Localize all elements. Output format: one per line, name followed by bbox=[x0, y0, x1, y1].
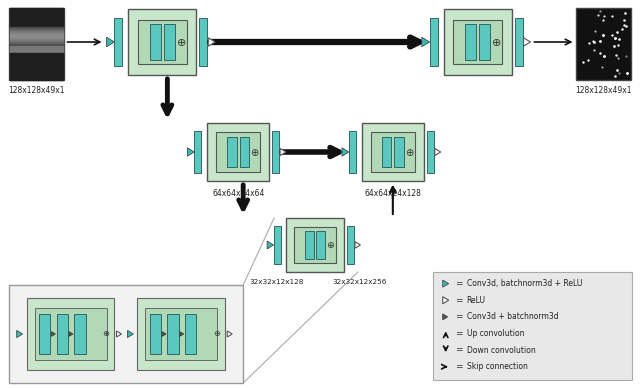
Polygon shape bbox=[51, 332, 56, 336]
Text: =: = bbox=[455, 362, 463, 371]
Bar bbox=[515, 18, 522, 66]
Polygon shape bbox=[106, 37, 115, 47]
Bar bbox=[305, 231, 314, 259]
Polygon shape bbox=[524, 38, 531, 46]
Polygon shape bbox=[116, 331, 122, 337]
Bar bbox=[371, 132, 415, 172]
Text: $\oplus$: $\oplus$ bbox=[102, 329, 110, 338]
Polygon shape bbox=[180, 332, 184, 336]
Bar bbox=[216, 132, 260, 172]
Bar bbox=[381, 137, 392, 167]
Bar bbox=[577, 8, 631, 80]
Polygon shape bbox=[17, 331, 22, 338]
Bar bbox=[444, 9, 511, 75]
Polygon shape bbox=[188, 148, 195, 156]
Bar bbox=[294, 227, 336, 263]
Bar bbox=[274, 226, 281, 264]
Polygon shape bbox=[443, 297, 449, 304]
Bar bbox=[150, 314, 161, 354]
Text: ReLU: ReLU bbox=[467, 296, 486, 305]
Text: =: = bbox=[455, 279, 463, 288]
Bar bbox=[9, 285, 243, 383]
Text: 128x128x49x1: 128x128x49x1 bbox=[575, 86, 632, 95]
Polygon shape bbox=[162, 332, 166, 336]
Text: Down convolution: Down convolution bbox=[467, 346, 536, 355]
Bar bbox=[227, 137, 237, 167]
Bar bbox=[27, 298, 115, 370]
Bar bbox=[427, 131, 434, 173]
Text: Up convolution: Up convolution bbox=[467, 329, 524, 338]
Bar bbox=[453, 19, 502, 64]
Polygon shape bbox=[443, 314, 448, 320]
Bar bbox=[239, 137, 250, 167]
Text: =: = bbox=[455, 329, 463, 338]
Bar bbox=[39, 314, 51, 354]
Polygon shape bbox=[435, 148, 441, 156]
Text: Conv3d + batchnorm3d: Conv3d + batchnorm3d bbox=[467, 312, 558, 321]
Polygon shape bbox=[422, 37, 429, 47]
Bar bbox=[479, 24, 490, 59]
Polygon shape bbox=[280, 148, 286, 156]
Bar bbox=[286, 218, 344, 272]
Text: 64x64x24x64: 64x64x24x64 bbox=[212, 189, 264, 198]
Text: $\oplus$: $\oplus$ bbox=[175, 36, 186, 47]
Bar bbox=[465, 24, 476, 59]
Bar bbox=[433, 272, 632, 380]
Polygon shape bbox=[127, 331, 133, 338]
Text: =: = bbox=[455, 312, 463, 321]
Bar bbox=[164, 24, 175, 59]
Bar bbox=[129, 9, 196, 75]
Text: 64x64x24x128: 64x64x24x128 bbox=[364, 189, 421, 198]
Text: $\oplus$: $\oplus$ bbox=[491, 36, 501, 47]
Bar bbox=[347, 226, 354, 264]
Text: $\oplus$: $\oplus$ bbox=[250, 147, 260, 158]
Text: Skip connection: Skip connection bbox=[467, 362, 527, 371]
Polygon shape bbox=[342, 148, 349, 156]
Text: Conv3d, batchnorm3d + ReLU: Conv3d, batchnorm3d + ReLU bbox=[467, 279, 582, 288]
Bar bbox=[429, 18, 438, 66]
Bar bbox=[349, 131, 356, 173]
Bar bbox=[145, 308, 218, 360]
Text: =: = bbox=[455, 346, 463, 355]
Bar bbox=[394, 137, 404, 167]
Bar bbox=[272, 131, 279, 173]
Bar bbox=[362, 123, 424, 181]
Polygon shape bbox=[227, 331, 232, 337]
Bar bbox=[138, 19, 187, 64]
Polygon shape bbox=[208, 38, 215, 46]
Polygon shape bbox=[355, 242, 360, 248]
Bar bbox=[185, 314, 196, 354]
Bar bbox=[199, 18, 207, 66]
Bar bbox=[195, 131, 201, 173]
Bar bbox=[138, 298, 225, 370]
Text: 32x32x12x256: 32x32x12x256 bbox=[333, 279, 387, 285]
Polygon shape bbox=[267, 241, 274, 249]
Bar bbox=[35, 308, 107, 360]
Polygon shape bbox=[69, 332, 73, 336]
Text: $\oplus$: $\oplus$ bbox=[326, 240, 335, 250]
Bar bbox=[316, 231, 325, 259]
Polygon shape bbox=[443, 280, 449, 287]
Bar bbox=[115, 18, 122, 66]
Bar bbox=[150, 24, 161, 59]
Text: 128x128x49x1: 128x128x49x1 bbox=[8, 86, 65, 95]
Text: $\oplus$: $\oplus$ bbox=[212, 329, 221, 338]
Text: 32x32x12x128: 32x32x12x128 bbox=[249, 279, 303, 285]
Bar bbox=[56, 314, 68, 354]
Bar bbox=[167, 314, 179, 354]
Text: $\oplus$: $\oplus$ bbox=[404, 147, 414, 158]
Bar bbox=[207, 123, 269, 181]
Bar bbox=[74, 314, 86, 354]
Text: =: = bbox=[455, 296, 463, 305]
Bar bbox=[9, 8, 63, 80]
